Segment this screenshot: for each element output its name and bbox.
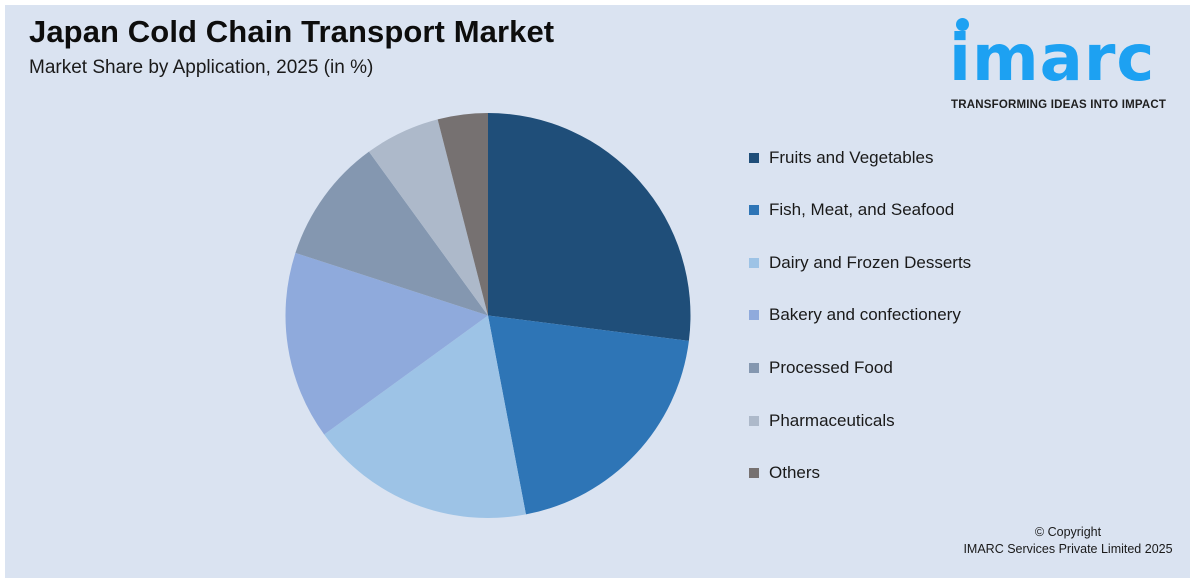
legend-label: Bakery and confectionery <box>769 305 961 324</box>
legend-item: Others <box>744 461 820 485</box>
pie-slice-pharmaceuticals <box>368 119 488 316</box>
pie-slice-processed-food <box>295 151 488 316</box>
legend-item: Pharmaceuticals <box>744 409 895 433</box>
legend-swatch-icon <box>749 205 759 215</box>
legend-item: Bakery and confectionery <box>744 303 961 327</box>
pie-slice-others <box>437 113 488 316</box>
pie-slice-fruits-and-vegetables <box>488 113 691 341</box>
legend-label: Dairy and Frozen Desserts <box>769 253 972 272</box>
chart-subtitle: Market Share by Application, 2025 (in %) <box>29 57 374 78</box>
legend-item: Fruits and Vegetables <box>744 146 933 170</box>
pie-chart <box>285 113 691 518</box>
copyright-notice: © Copyright IMARC Services Private Limit… <box>940 524 1196 558</box>
legend-swatch-icon <box>749 416 759 426</box>
legend-label: Processed Food <box>769 358 893 377</box>
legend-label: Fish, Meat, and Seafood <box>769 200 955 219</box>
pie-slice-fish-meat-and-seafood <box>488 315 689 515</box>
legend-item: Processed Food <box>744 356 893 380</box>
chart-title: Japan Cold Chain Transport Market <box>29 14 555 49</box>
legend-label: Pharmaceuticals <box>769 411 895 430</box>
legend-swatch-icon <box>749 153 759 163</box>
copyright-line-2: IMARC Services Private Limited 2025 <box>963 542 1173 556</box>
pie-slice-dairy-and-frozen-desserts <box>324 315 526 518</box>
logo-dot-icon <box>956 18 969 31</box>
legend-label: Others <box>769 463 821 482</box>
legend-swatch-icon <box>749 363 759 373</box>
logo-wordmark: imarc <box>949 22 1156 96</box>
legend-swatch-icon <box>749 310 759 320</box>
legend-item: Dairy and Frozen Desserts <box>744 251 971 275</box>
legend-swatch-icon <box>749 258 759 268</box>
imarc-logo: imarc TRANSFORMING IDEAS INTO IMPACT <box>945 8 1185 118</box>
legend-swatch-icon <box>749 468 759 478</box>
logo-tagline: TRANSFORMING IDEAS INTO IMPACT <box>951 99 1167 111</box>
legend-item: Fish, Meat, and Seafood <box>744 198 954 222</box>
pie-slice-bakery-and-confectionery <box>285 252 488 435</box>
legend-label: Fruits and Vegetables <box>769 148 934 167</box>
copyright-line-1: © Copyright <box>1034 525 1102 539</box>
